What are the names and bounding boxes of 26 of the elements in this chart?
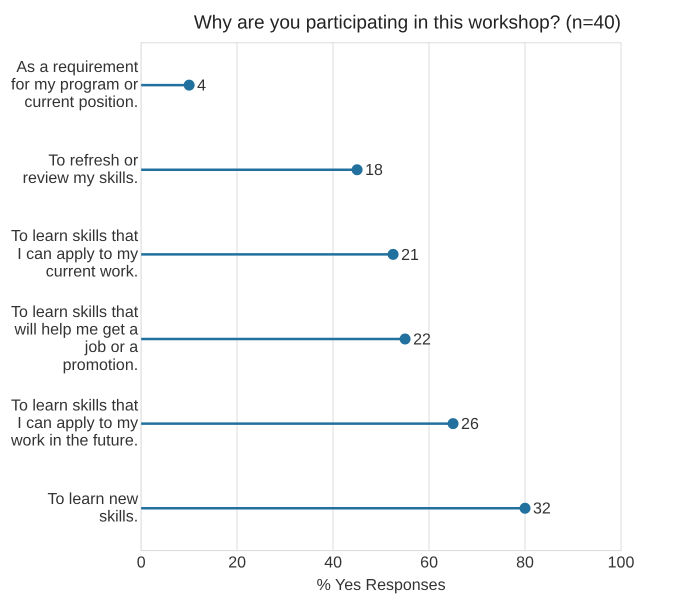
- chart-title: Why are you participating in this workshop? (n=40): [194, 12, 621, 34]
- y-tick-label: To learn skills that I can apply to my work in the future.: [10, 397, 139, 450]
- point: [520, 502, 531, 514]
- y-tick-label: To learn skills that I can apply to my current work.: [11, 228, 139, 280]
- x-tick-label: 60: [420, 554, 438, 572]
- y-tick-label: As a requirement for my program or current position.: [11, 58, 139, 112]
- annotation: 22: [413, 331, 431, 348]
- point: [448, 418, 459, 430]
- annotation: 26: [461, 416, 479, 434]
- annotation: 18: [365, 162, 383, 180]
- y-tick-label: To learn skills that will help me get a job or a promotion.: [11, 304, 139, 374]
- y-tick-label: To learn new skills.: [47, 490, 139, 526]
- x-tick-label: 80: [516, 554, 534, 572]
- x-tick-label: 100: [608, 554, 634, 572]
- y-tick-label: To refresh or review my skills.: [22, 152, 139, 187]
- x-tick-label: 20: [228, 554, 246, 572]
- annotation: 21: [401, 246, 419, 264]
- point: [400, 334, 411, 345]
- x-tick-label: 0: [136, 554, 146, 572]
- point: [388, 248, 399, 260]
- x-axis-title: % Yes Responses: [316, 576, 446, 594]
- annotation: 4: [197, 78, 206, 95]
- annotation: 32: [533, 500, 551, 518]
- point: [352, 164, 363, 176]
- point: [184, 80, 195, 91]
- x-tick-label: 40: [324, 554, 342, 572]
